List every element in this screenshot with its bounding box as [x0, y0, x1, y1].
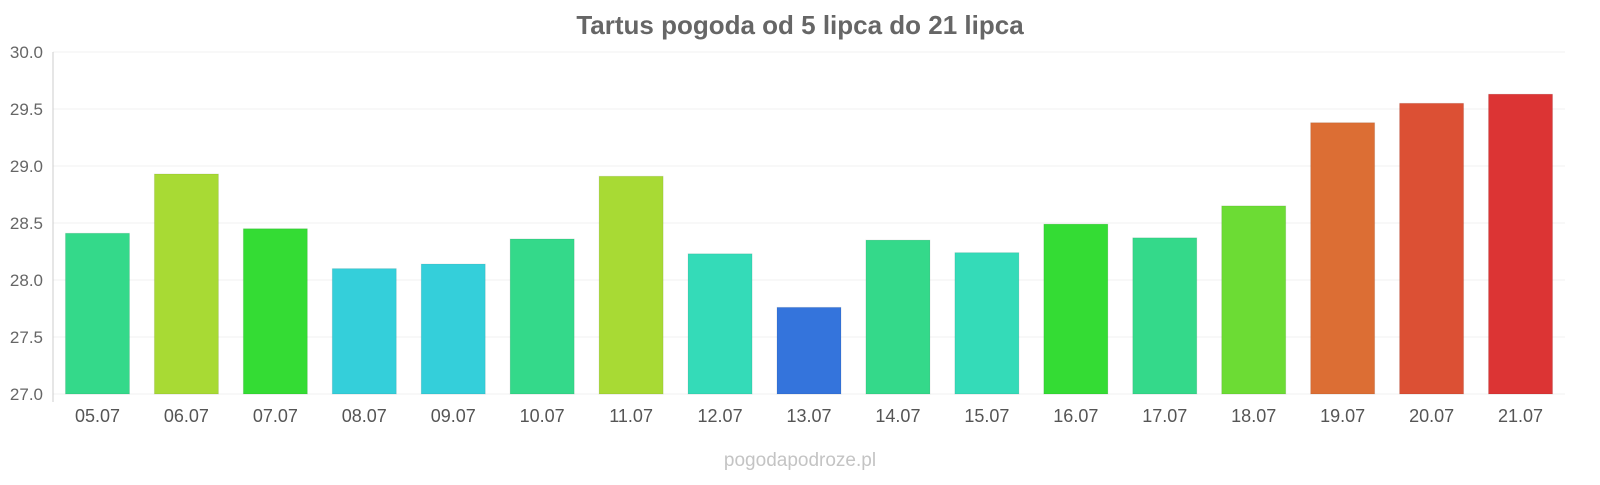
- bar-21.07: [1488, 93, 1554, 395]
- x-tick-label: 13.07: [786, 406, 831, 426]
- x-tick-label: 16.07: [1053, 406, 1098, 426]
- tick-labels: 27.0 27.5 28.0 28.5 29.0 29.5 30.0 05.07 06.07 07…: [10, 43, 1543, 426]
- bar-07.07: [242, 228, 308, 395]
- x-tick-label: 12.07: [698, 406, 743, 426]
- y-tick-label: 30.0: [10, 43, 43, 62]
- x-tick-label: 05.07: [75, 406, 120, 426]
- y-tick-label: 27.5: [10, 328, 43, 347]
- x-tick-label: 19.07: [1320, 406, 1365, 426]
- bar-20.07: [1399, 102, 1465, 395]
- x-tick-label: 06.07: [164, 406, 209, 426]
- x-tick-label: 14.07: [875, 406, 920, 426]
- x-tick-label: 17.07: [1142, 406, 1187, 426]
- bar-08.07: [331, 268, 397, 395]
- watermark: pogodapodroze.pl: [723, 450, 877, 471]
- chart-title: Tartus pogoda od 5 lipca do 21 lipca: [576, 10, 1024, 40]
- bar-15.07: [954, 252, 1020, 395]
- bar-16.07: [1043, 223, 1109, 395]
- y-tick-label: 29.5: [10, 100, 43, 119]
- bar-09.07: [420, 263, 486, 395]
- bar-14.07: [865, 239, 931, 395]
- x-tick-label: 07.07: [253, 406, 298, 426]
- bar-18.07: [1221, 205, 1287, 395]
- bar-17.07: [1132, 237, 1198, 395]
- x-tick-label: 09.07: [431, 406, 476, 426]
- x-tick-label: 20.07: [1409, 406, 1454, 426]
- bar-05.07: [64, 232, 130, 395]
- x-tick-label: 11.07: [609, 406, 653, 426]
- y-tick-label: 29.0: [10, 157, 43, 176]
- x-tick-label: 15.07: [964, 406, 1009, 426]
- y-tick-label: 27.0: [10, 385, 43, 404]
- bar-06.07: [153, 173, 219, 395]
- bar-19.07: [1310, 122, 1376, 395]
- bar-10.07: [509, 238, 575, 395]
- y-tick-label: 28.5: [10, 214, 43, 233]
- bar-12.07: [687, 253, 753, 395]
- x-tick-label: 10.07: [520, 406, 565, 426]
- bar-11.07: [598, 175, 664, 395]
- bar-13.07: [776, 306, 842, 395]
- y-tick-label: 28.0: [10, 271, 43, 290]
- x-tick-label: 08.07: [342, 406, 387, 426]
- bars: [64, 93, 1554, 395]
- x-tick-label: 21.07: [1498, 406, 1543, 426]
- x-tick-label: 18.07: [1231, 406, 1276, 426]
